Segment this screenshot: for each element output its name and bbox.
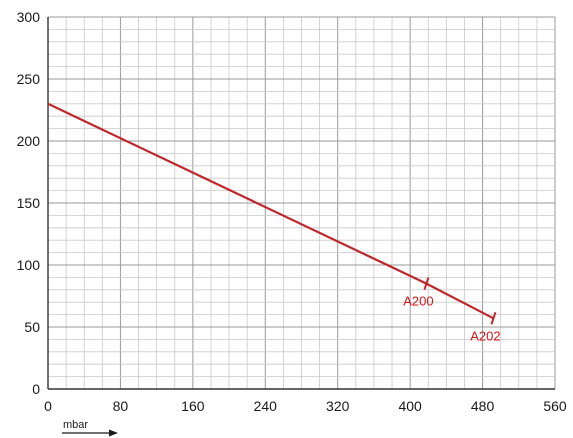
- y-tick-label: 100: [17, 257, 41, 273]
- annotations: A200 A202: [403, 277, 501, 343]
- y-tick-label: 0: [32, 381, 40, 397]
- annotation-marker: [490, 312, 497, 325]
- y-tick-label: 150: [17, 195, 41, 211]
- x-unit: mbar: [62, 419, 118, 437]
- x-tick-label: 160: [181, 398, 205, 414]
- x-tick-label: 240: [254, 398, 278, 414]
- x-tick-label: 80: [113, 398, 129, 414]
- x-axis-unit-arrow-head: [109, 429, 118, 437]
- y-tick-label: 50: [24, 319, 40, 335]
- annotation-label: A200: [403, 294, 433, 309]
- y-tick-label: 200: [17, 133, 41, 149]
- x-tick-label: 0: [44, 398, 52, 414]
- x-tick-label: 320: [326, 398, 350, 414]
- x-tick-label: 560: [543, 398, 567, 414]
- annotation-label: A202: [470, 328, 500, 343]
- x-axis-unit-label: mbar: [63, 419, 88, 431]
- y-tick-label: 300: [17, 9, 41, 25]
- tick-labels: 0 80 160 240 320 400 480 560 0 50 100 150 200 250 300: [17, 9, 567, 414]
- axes: [47, 17, 555, 390]
- grid: [47, 16, 556, 390]
- x-tick-label: 480: [471, 398, 495, 414]
- y-tick-label: 250: [17, 71, 41, 87]
- x-tick-label: 400: [398, 398, 422, 414]
- annotation-marker: [423, 277, 430, 290]
